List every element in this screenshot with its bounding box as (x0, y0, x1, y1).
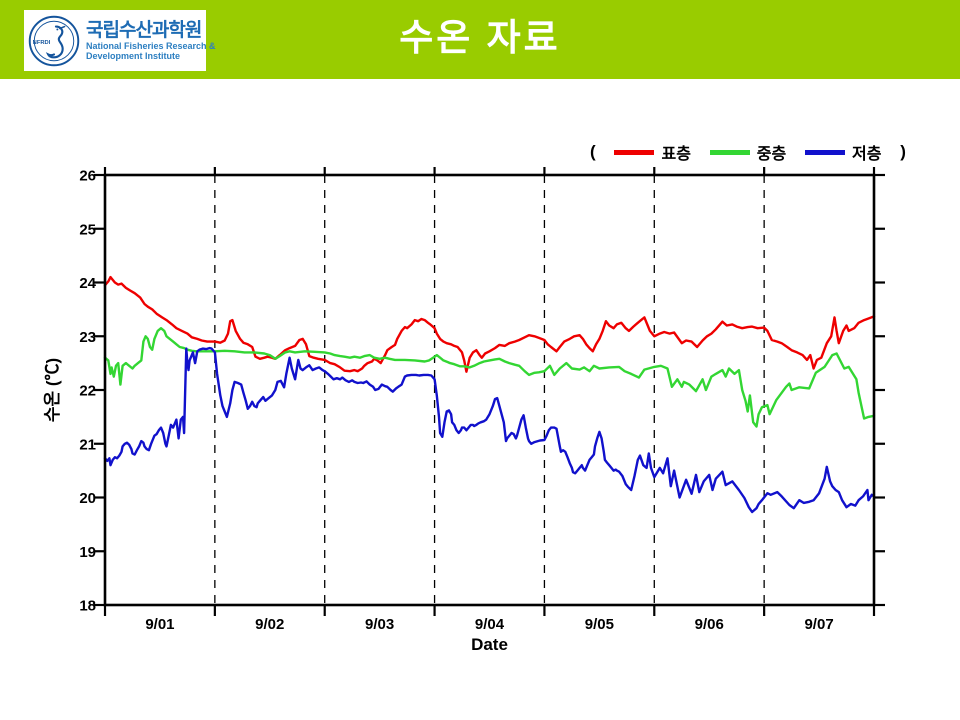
y-tick-label-22: 22 (79, 383, 96, 400)
bottom-line-swatch-icon (805, 149, 846, 155)
y-tick-label-20: 20 (79, 490, 96, 507)
institute-logo: NFRDI 국립수산과학원 National Fisheries Researc… (24, 10, 216, 71)
logo-text-block: 국립수산과학원 National Fisheries Research & De… (86, 20, 216, 61)
page-title: 수온 자료 (399, 17, 561, 58)
legend-close-paren: ) (900, 142, 906, 161)
x-tick-label-9/06: 9/06 (695, 616, 724, 633)
y-tick-label-19: 19 (79, 544, 96, 561)
legend-open-paren: ( (590, 142, 596, 161)
middle-line-swatch-icon (709, 149, 750, 155)
x-tick-label-9/01: 9/01 (145, 616, 174, 633)
legend-item-bottom: 저층 (805, 140, 881, 164)
x-axis-title: Date (471, 635, 508, 654)
x-tick-label-9/07: 9/07 (804, 616, 833, 633)
surface-line-swatch-icon (614, 149, 655, 155)
logo-org-name-en-1: National Fisheries Research & (86, 41, 216, 51)
header-bar: 수온 자료 NFRDI 국립수산과학원 National Fisheries R… (0, 0, 960, 79)
y-tick-label-26: 26 (79, 168, 96, 185)
y-tick-label-21: 21 (79, 436, 96, 453)
series-line-bottom (103, 346, 876, 514)
seal-text: NFRDI (33, 39, 51, 45)
legend-label-bottom: 저층 (852, 146, 882, 163)
x-tick-label-9/05: 9/05 (585, 616, 614, 633)
x-tick-label-9/04: 9/04 (475, 616, 505, 633)
nfrdi-seal-icon: NFRDI (28, 15, 80, 66)
x-tick-label-9/03: 9/03 (365, 616, 394, 633)
legend-item-middle: 중층 (709, 140, 787, 164)
legend-label-surface: 표층 (661, 146, 691, 163)
series-line-middle (103, 327, 876, 428)
y-tick-label-23: 23 (79, 329, 96, 346)
legend-label-middle: 중층 (756, 146, 787, 163)
series-line-surface (103, 275, 876, 373)
y-axis-title: 수온 (℃) (43, 358, 62, 422)
x-tick-label-9/02: 9/02 (255, 616, 284, 633)
y-tick-label-25: 25 (79, 221, 96, 238)
y-tick-label-24: 24 (79, 275, 96, 292)
logo-org-name-ko: 국립수산과학원 (86, 20, 202, 41)
legend: ( 표층 중층 저층 ) (590, 141, 906, 163)
y-tick-label-18: 18 (79, 598, 96, 615)
seahorse-icon (45, 24, 66, 58)
legend-item-surface: 표층 (614, 140, 691, 164)
logo-org-name-en-2: Development Institute (86, 51, 181, 61)
